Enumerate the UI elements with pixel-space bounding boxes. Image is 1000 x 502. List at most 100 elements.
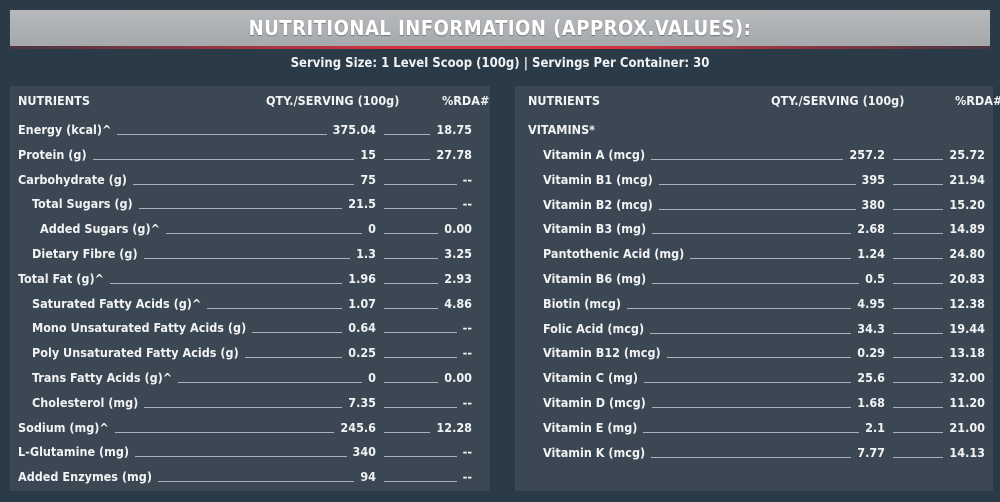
nutrient-name: Dietary Fibre (g) xyxy=(32,246,138,261)
rda-value: 14.13 xyxy=(949,444,985,460)
leader-line xyxy=(384,158,430,160)
left-header-row: NUTRIENTS QTY./SERVING (100g) %RDA# xyxy=(10,92,490,110)
nutrient-name: Poly Unsaturated Fatty Acids (g) xyxy=(32,345,239,361)
leader-line xyxy=(652,233,851,235)
leader-line xyxy=(384,258,438,259)
left-header-rda: %RDA# xyxy=(442,93,490,108)
qty-value: 257.2 xyxy=(849,147,885,162)
nutrient-name: Pantothenic Acid (mg) xyxy=(543,246,685,262)
leader-line xyxy=(384,456,457,458)
table-row: Added Sugars (g)^ 0 0.00 xyxy=(10,220,490,238)
qty-value: 1.24 xyxy=(857,246,885,262)
nutrient-name: Vitamin D (mcg) xyxy=(543,395,646,410)
qty-value: 2.68 xyxy=(857,221,885,237)
qty-value: 1.96 xyxy=(348,270,376,286)
table-row: Pantothenic Acid (mg) 1.24 24.80 xyxy=(515,245,993,263)
leader-line xyxy=(166,233,362,235)
table-row: Vitamin B6 (mg) 0.5 20.83 xyxy=(515,270,993,288)
rda-value: -- xyxy=(462,444,472,460)
leader-line xyxy=(893,382,943,384)
rda-value: -- xyxy=(462,171,472,187)
table-row: Vitamin E (mg) 2.1 21.00 xyxy=(515,419,993,437)
nutrient-name: Vitamin K (mcg) xyxy=(543,444,646,460)
leader-line xyxy=(651,159,843,160)
leader-line xyxy=(384,406,457,408)
leader-line xyxy=(893,258,943,260)
leader-line xyxy=(652,283,859,284)
qty-value: 0.5 xyxy=(865,271,885,286)
rda-value: 27.78 xyxy=(436,146,472,162)
nutrient-name: Vitamin E (mg) xyxy=(543,419,638,435)
leader-line xyxy=(893,332,943,334)
leader-line xyxy=(384,332,457,334)
leader-line xyxy=(650,332,851,334)
qty-value: 380 xyxy=(861,196,885,212)
table-row: Biotin (mcg) 4.95 12.38 xyxy=(515,295,993,313)
nutrient-name: Total Sugars (g) xyxy=(32,196,133,212)
vitamins-group-label: VITAMINS* xyxy=(528,122,596,137)
leader-line xyxy=(643,431,859,433)
qty-value: 7.77 xyxy=(857,444,885,460)
leader-line xyxy=(245,357,342,359)
rda-value: 2.93 xyxy=(444,270,472,286)
qty-value: 395 xyxy=(861,171,885,187)
nutrient-name: Energy (kcal)^ xyxy=(18,122,112,137)
table-row: Vitamin A (mcg) 257.2 25.72 xyxy=(515,146,993,164)
qty-value: 1.3 xyxy=(356,246,376,261)
leader-line xyxy=(139,208,342,210)
table-row: Energy (kcal)^ 375.04 18.75 xyxy=(10,121,490,139)
nutrient-name: Carbohydrate (g) xyxy=(18,171,127,187)
table-row: Vitamin B1 (mcg) 395 21.94 xyxy=(515,171,993,189)
table-row: Cholesterol (mg) 7.35 -- xyxy=(10,394,490,412)
leader-line xyxy=(384,481,457,483)
leader-line xyxy=(158,481,354,483)
rda-value: 13.18 xyxy=(949,345,985,361)
rda-value: -- xyxy=(462,469,472,485)
leader-line xyxy=(110,282,342,284)
qty-value: 245.6 xyxy=(340,419,376,435)
qty-value: 2.1 xyxy=(865,419,885,435)
leader-line xyxy=(644,382,851,384)
leader-line xyxy=(135,456,347,458)
leader-line xyxy=(893,407,943,408)
table-row: L-Glutamine (mg) 340 -- xyxy=(10,443,490,461)
nutrient-name: Vitamin C (mg) xyxy=(543,370,639,386)
table-row: Vitamin K (mcg) 7.77 14.13 xyxy=(515,444,993,462)
rda-value: 0.00 xyxy=(444,370,472,385)
qty-value: 0.29 xyxy=(857,345,885,361)
leader-line xyxy=(667,357,851,359)
nutrient-name: L-Glutamine (mg) xyxy=(18,444,130,460)
leader-line xyxy=(893,307,943,309)
rda-value: -- xyxy=(462,394,472,410)
leader-line xyxy=(659,208,856,210)
table-row: Mono Unsaturated Fatty Acids (g) 0.64 -- xyxy=(10,319,490,337)
table-row: Vitamin D (mcg) 1.68 11.20 xyxy=(515,394,993,412)
rda-value: 14.89 xyxy=(949,221,985,237)
qty-value: 4.95 xyxy=(857,295,885,311)
nutrient-name: Protein (g) xyxy=(18,146,87,162)
rda-value: 11.20 xyxy=(949,395,985,410)
nutrient-name: Vitamin B1 (mcg) xyxy=(543,171,653,187)
leader-line xyxy=(893,431,943,433)
right-header-qty: QTY./SERVING (100g) xyxy=(771,93,905,108)
rda-value: 3.25 xyxy=(444,246,472,261)
rda-value: 25.72 xyxy=(949,147,985,162)
leader-line xyxy=(207,307,342,309)
qty-value: 75 xyxy=(360,171,376,187)
table-row: Vitamin B12 (mcg) 0.29 13.18 xyxy=(515,344,993,362)
qty-value: 340 xyxy=(352,444,376,460)
table-row: Total Sugars (g) 21.5 -- xyxy=(10,195,490,213)
leader-line xyxy=(893,159,943,160)
nutrient-name: Biotin (mcg) xyxy=(543,295,622,311)
qty-value: 0.64 xyxy=(348,320,376,336)
leader-line xyxy=(652,407,851,408)
leader-line xyxy=(384,307,438,309)
qty-value: 0 xyxy=(368,221,376,237)
leader-line xyxy=(659,183,856,185)
page-title: NUTRITIONAL INFORMATION (APPROX.VALUES): xyxy=(248,16,752,40)
leader-line xyxy=(384,382,438,383)
leader-line xyxy=(893,208,943,210)
table-row: Total Fat (g)^ 1.96 2.93 xyxy=(10,270,490,288)
rda-value: 18.75 xyxy=(436,122,472,137)
right-header-rda: %RDA# xyxy=(955,93,1000,108)
